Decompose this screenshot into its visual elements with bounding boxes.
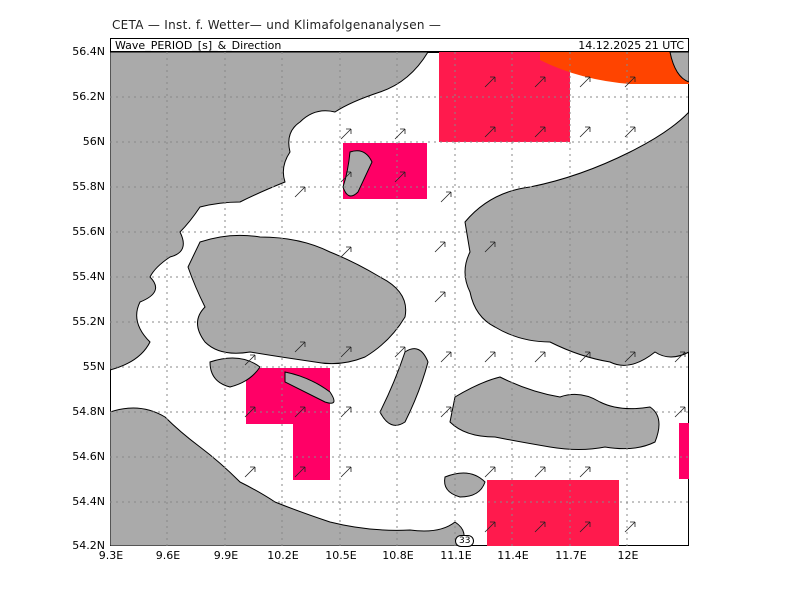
lat-label: 54.2N <box>72 539 105 552</box>
lon-label: 10.8E <box>382 549 414 562</box>
period-cell <box>679 423 689 479</box>
map-header-bar: Wave_PERIOD_[s]_&_Direction 14.12.2025 2… <box>110 38 689 52</box>
land-langeland <box>379 348 429 426</box>
wave-arrow <box>394 171 406 183</box>
wave-arrow <box>484 466 496 478</box>
wave-arrow <box>534 351 546 363</box>
datetime-label: 14.12.2025 21 UTC <box>578 39 684 52</box>
wave-arrow <box>244 354 256 366</box>
wave-arrow <box>440 191 452 203</box>
wave-arrow <box>340 171 352 183</box>
land-aero <box>284 371 335 404</box>
lat-label: 55.2N <box>72 315 105 328</box>
land-germany <box>110 407 465 546</box>
wave-arrow <box>484 241 496 253</box>
wave-arrow <box>579 466 591 478</box>
wave-arrow <box>579 521 591 533</box>
wave-arrow <box>624 351 636 363</box>
wave-period-map <box>110 52 689 546</box>
wave-arrow <box>244 466 256 478</box>
wave-arrow <box>440 406 452 418</box>
lon-label: 9.9E <box>213 549 239 562</box>
lon-label: 10.5E <box>325 549 357 562</box>
wave-arrow <box>534 76 546 88</box>
lat-label: 55.8N <box>72 180 105 193</box>
lat-label: 55.6N <box>72 225 105 238</box>
wave-arrow <box>340 346 352 358</box>
graticule <box>110 52 689 546</box>
wave-arrow <box>484 126 496 138</box>
wave-arrow <box>534 126 546 138</box>
wave-arrow <box>294 466 306 478</box>
period-cells <box>246 52 689 546</box>
wave-arrow <box>534 521 546 533</box>
lat-label: 56.2N <box>72 90 105 103</box>
wave-arrow <box>674 351 686 363</box>
wave-arrow <box>624 521 636 533</box>
map-source-title: CETA — Inst. f. Wetter— und Klimafolgena… <box>112 18 442 32</box>
land-zealand <box>464 111 689 366</box>
wave-arrow <box>484 351 496 363</box>
lon-label: 12E <box>617 549 639 562</box>
wave-arrow <box>579 351 591 363</box>
period-cell <box>487 480 619 546</box>
wave-arrow <box>484 76 496 88</box>
wave-arrow <box>340 406 352 418</box>
wave-arrow <box>674 406 686 418</box>
wave-arrow <box>340 246 352 258</box>
lat-label: 54.4N <box>72 495 105 508</box>
wave-arrow <box>624 76 636 88</box>
wave-arrow <box>434 291 446 303</box>
period-cell <box>293 422 330 480</box>
wave-arrow <box>340 128 352 140</box>
wave-direction-arrows <box>244 76 686 533</box>
lon-label: 11.4E <box>497 549 529 562</box>
wave-arrow <box>440 351 452 363</box>
land-funen <box>187 234 407 365</box>
wave-arrow <box>294 341 306 353</box>
land-als <box>209 357 261 388</box>
wave-arrow <box>294 186 306 198</box>
land-jutland <box>110 52 429 371</box>
wave-arrow <box>484 521 496 533</box>
lat-label: 56.4N <box>72 45 105 58</box>
lat-label: 55.4N <box>72 270 105 283</box>
land-sweden <box>669 52 689 83</box>
lat-label: 54.8N <box>72 405 105 418</box>
wave-arrow <box>394 346 406 358</box>
wave-arrow <box>394 128 406 140</box>
wave-arrow <box>534 466 546 478</box>
land-fehmarn <box>444 472 486 498</box>
lat-label: 54.6N <box>72 450 105 463</box>
lon-label: 9.3E <box>98 549 124 562</box>
wave-arrow <box>244 406 256 418</box>
wave-arrow <box>579 76 591 88</box>
land <box>110 52 689 546</box>
lon-label: 11.1E <box>440 549 472 562</box>
wave-arrow <box>434 241 446 253</box>
land-lolland <box>449 376 660 450</box>
period-cell-high <box>540 52 689 84</box>
wave-arrow <box>294 406 306 418</box>
lon-label: 9.6E <box>155 549 181 562</box>
wave-arrow <box>624 126 636 138</box>
lon-label: 10.2E <box>267 549 299 562</box>
lat-label: 55N <box>82 360 105 373</box>
wave-arrow <box>579 126 591 138</box>
scale-value-tag: 33 <box>455 535 475 547</box>
lat-label: 56N <box>82 135 105 148</box>
parameter-label: Wave_PERIOD_[s]_&_Direction <box>115 39 282 52</box>
lon-label: 11.7E <box>555 549 587 562</box>
wave-arrow <box>340 466 352 478</box>
